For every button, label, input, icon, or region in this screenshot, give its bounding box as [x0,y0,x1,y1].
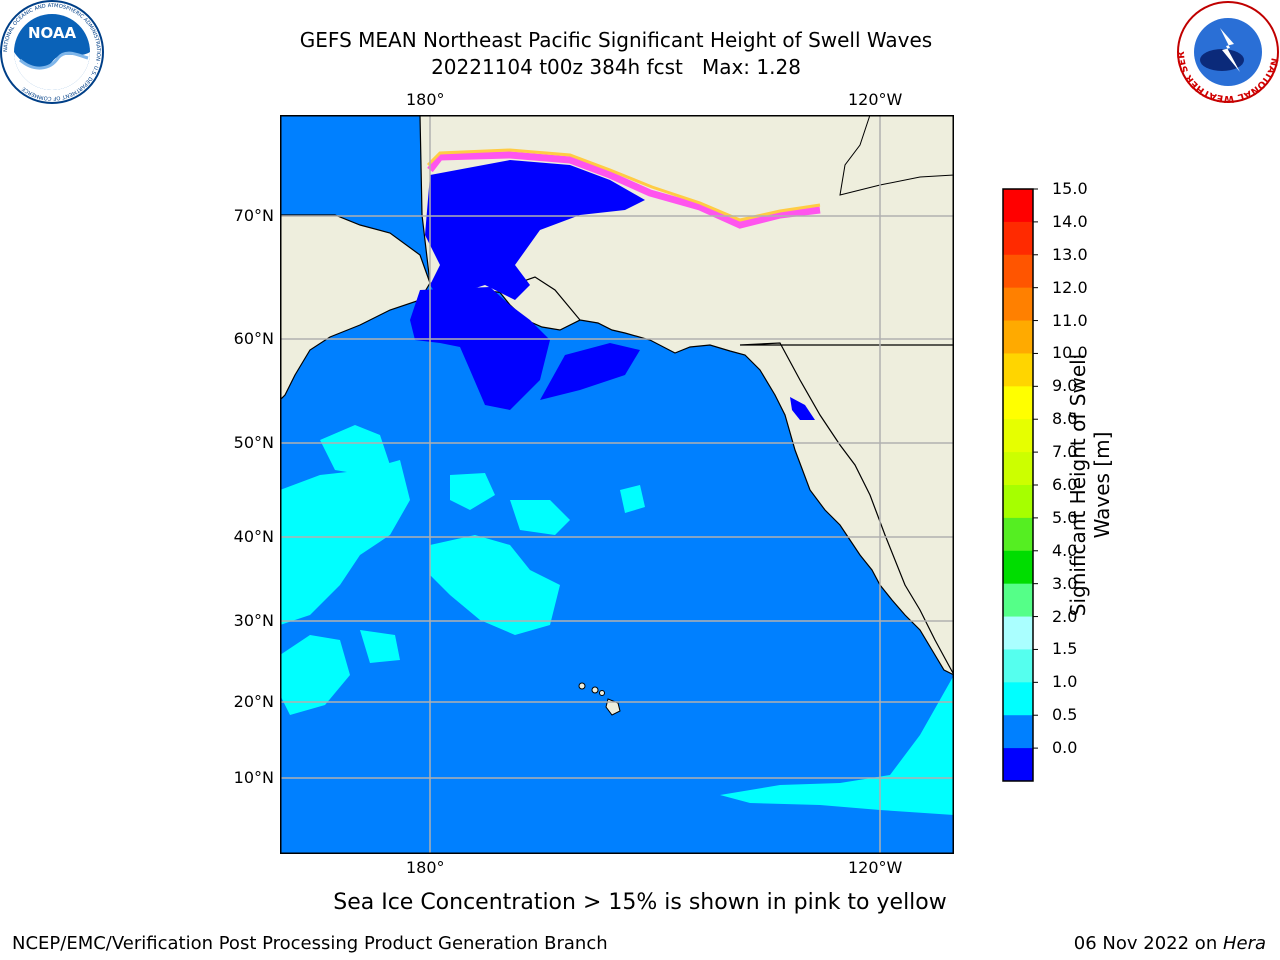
sea-ice-arctic [427,151,821,229]
land-arctic-islands [839,115,954,196]
colorbar-band [1003,682,1033,716]
lat-label-70n: 70°N [233,206,274,225]
colorbar-band [1003,320,1033,354]
colorbar-tick-label: 2.0 [1052,606,1078,626]
colorbar-band [1003,583,1033,618]
lat-label-60n: 60°N [233,329,274,348]
colorbar-band [1003,517,1033,552]
footer-date-text: 06 Nov 2022 on [1073,933,1223,954]
colorbar-tick-label: 10.0 [1052,343,1088,363]
title-line-2: 20221104 t00z 384h fcst Max: 1.28 [431,55,801,79]
colorbar-band [1003,254,1033,289]
colorbar-band [1003,287,1033,322]
lat-label-50n: 50°N [233,433,274,452]
colorbar-title-line-2: Waves [m] [1090,431,1114,539]
nws-logo: NATIONAL WEATHER SERVICE [1176,0,1280,104]
colorbar-tick-label: 3.0 [1052,573,1078,593]
lon-label-bottom-180: 180° [406,858,445,877]
noaa-logo: NOAA NATIONAL OCEANIC AND ATMOSPHERIC AD… [0,0,104,104]
low-swell-kamchatka [410,287,550,410]
title-line-1: GEFS MEAN Northeast Pacific Significant … [299,28,933,52]
footer-credit: NCEP/EMC/Verification Post Processing Pr… [12,933,608,954]
colorbar-band [1003,616,1033,650]
colorbar-band [1003,189,1033,223]
colorbar-band [1003,386,1033,420]
map-frame [280,115,954,854]
lat-label-20n: 20°N [233,692,274,711]
map-gridlines [280,115,954,854]
lon-label-top-120w: 120°W [848,90,903,109]
footer-date: 06 Nov 2022 on Hera [1074,933,1266,954]
colorbar-band [1003,550,1033,585]
colorbar-tick-label: 9.0 [1052,376,1078,396]
colorbar-tick-label: 4.0 [1052,540,1078,560]
lat-label-10n: 10°N [233,768,274,787]
lat-label-30n: 30°N [233,611,274,630]
colorbar-band [1003,353,1033,387]
footer-machine: Hera [1222,933,1266,954]
colorbar-tick-label: 7.0 [1052,442,1078,462]
swell-1.0-1.5-patches [280,425,954,815]
lon-label-top-180: 180° [406,90,445,109]
colorbar-tick-label: 13.0 [1052,244,1088,264]
colorbar-band [1003,485,1033,519]
land-siberia [280,214,431,401]
sea-ice-caption: Sea Ice Concentration > 15% is shown in … [333,890,947,915]
map-plot [280,115,954,854]
colorbar-band [1003,419,1033,453]
colorbar-band [1003,452,1033,486]
colorbar-band [1003,715,1033,749]
colorbar-title-line-1: Significant Height of Swell [1066,353,1090,617]
colorbar-tick-label: 11.0 [1052,310,1088,330]
low-swell-bering [425,160,645,300]
colorbar-tick-label: 0.5 [1052,705,1078,725]
colorbar-tick-label: 1.0 [1052,672,1078,692]
colorbar-tick-label: 12.0 [1052,277,1088,297]
colorbar-tick-label: 5.0 [1052,507,1078,527]
lat-label-40n: 40°N [233,527,274,546]
land-west-coast [739,342,954,676]
low-swell-bc [790,397,815,420]
lon-label-bottom-120w: 120°W [848,858,903,877]
colorbar-tick-label: 6.0 [1052,475,1078,494]
colorbar [1002,188,1038,782]
colorbar-band [1003,221,1033,256]
colorbar-tick-label: 15.0 [1052,179,1088,198]
low-swell-gulf [540,343,640,400]
colorbar-tick-label: 1.5 [1052,639,1078,659]
colorbar-tick-label: 14.0 [1052,211,1088,231]
colorbar-band [1003,649,1033,683]
land-hawaii [578,682,621,716]
colorbar-tick-label: 8.0 [1052,409,1078,429]
colorbar-tick-label: 0.0 [1052,738,1078,758]
colorbar-band [1003,748,1033,782]
noaa-logo-text: NOAA [28,24,77,42]
